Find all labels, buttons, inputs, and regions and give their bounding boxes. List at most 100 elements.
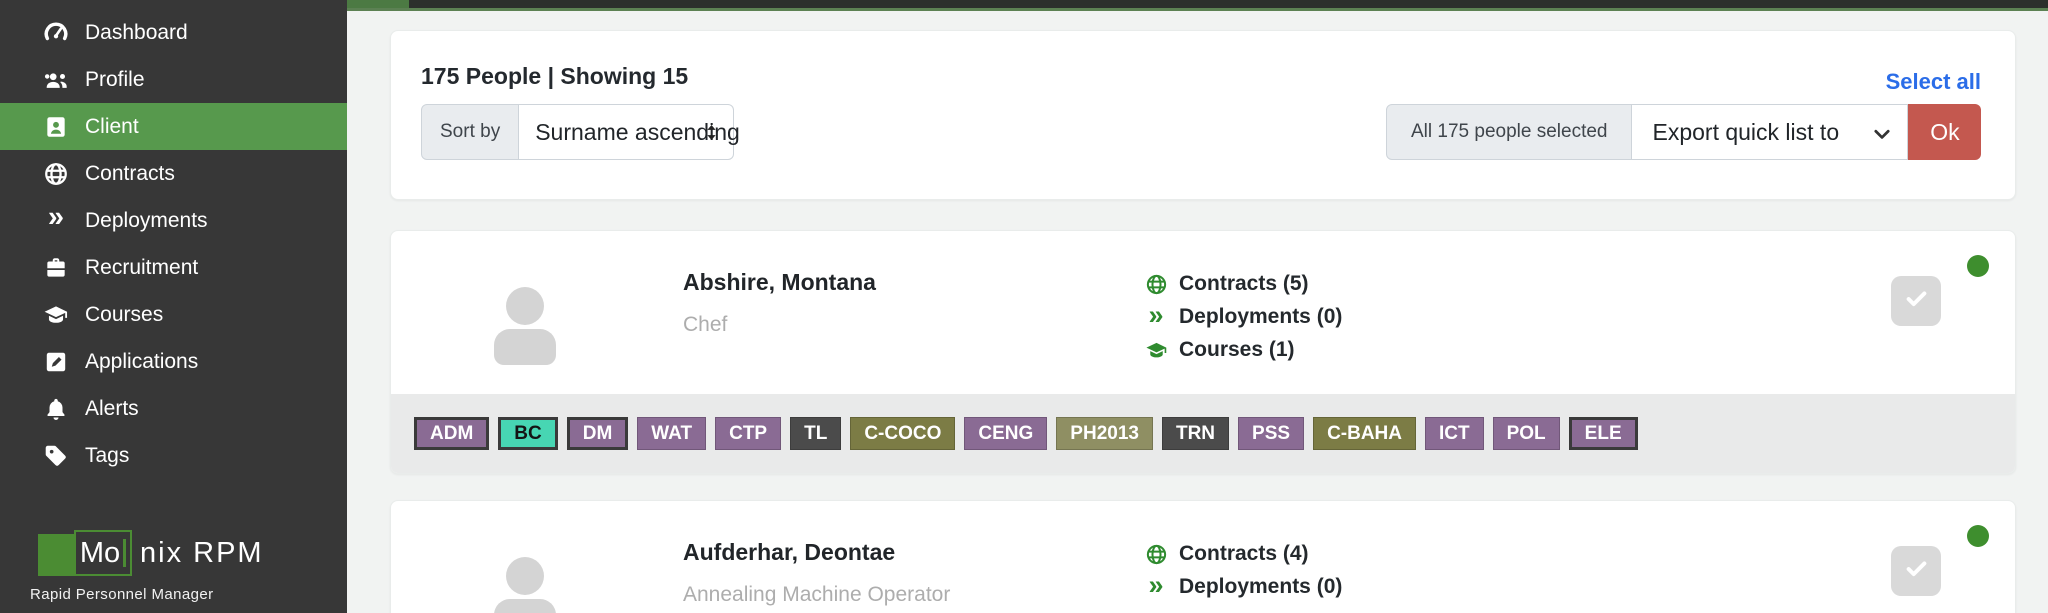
tag-ict[interactable]: ICT — [1425, 417, 1484, 450]
sidebar-item-label: Applications — [85, 349, 199, 373]
tag-dm[interactable]: DM — [566, 417, 629, 450]
tag-pol[interactable]: POL — [1492, 417, 1560, 450]
sidebar-item-client[interactable]: Client — [0, 103, 347, 150]
double-chevron-icon: » — [47, 201, 65, 233]
sort-select[interactable]: Surname ascending — [519, 104, 740, 160]
top-bar-active-segment — [347, 0, 409, 8]
people-list: Abshire, Montana Chef Contracts (5) » Deploy… — [390, 230, 2016, 613]
logo-text-mo: Mo — [79, 536, 121, 569]
sidebar-item-deployments[interactable]: » Deployments — [0, 197, 347, 244]
users-icon — [42, 67, 70, 93]
tag-pss[interactable]: PSS — [1238, 417, 1305, 450]
person-name: Abshire, Montana — [683, 269, 876, 295]
person-card: Abshire, Montana Chef Contracts (5) » Deploy… — [390, 230, 2016, 474]
sidebar-item-applications[interactable]: Applications — [0, 338, 347, 385]
avatar-torso — [494, 599, 556, 613]
logo-tagline: Rapid Personnel Manager — [30, 586, 214, 603]
avatar — [494, 283, 556, 365]
select-arrows-icon — [704, 123, 719, 142]
stat-row[interactable]: Courses (1) — [1143, 337, 1342, 363]
sidebar-item-label: Alerts — [85, 396, 139, 420]
graduation-cap-icon — [42, 302, 70, 328]
export-select-value: Export quick list to — [1652, 118, 1840, 145]
id-card-icon — [42, 114, 70, 140]
status-dot — [1967, 525, 1989, 547]
sidebar-item-recruitment[interactable]: Recruitment — [0, 244, 347, 291]
sort-select-value: Surname ascending — [535, 118, 740, 145]
stat-row[interactable]: Contracts (5) — [1143, 271, 1342, 297]
tag-ceng[interactable]: CENG — [964, 417, 1048, 450]
tag-ph2013[interactable]: PH2013 — [1056, 417, 1153, 450]
chevron-down-icon — [1871, 123, 1893, 145]
app-logo[interactable]: Mo nix RPM Rapid Personnel Manager — [30, 530, 320, 603]
sidebar-item-label: Dashboard — [85, 20, 188, 44]
ok-button[interactable]: Ok — [1908, 104, 1982, 160]
sidebar: Dashboard Profile Client Contracts » Deployme… — [0, 0, 347, 613]
sidebar-nav: Dashboard Profile Client Contracts » Deployme… — [0, 0, 347, 479]
stat-label: Contracts (4) — [1179, 542, 1309, 565]
stat-label: Deployments (0) — [1179, 305, 1343, 328]
select-all-link[interactable]: Select all — [1885, 69, 1981, 94]
person-card-body: Aufderhar, Deontae Annealing Machine Oper… — [391, 501, 2015, 613]
globe-icon — [42, 161, 70, 187]
sidebar-item-alerts[interactable]: Alerts — [0, 385, 347, 432]
sort-group: Sort by Surname ascending — [421, 104, 740, 160]
stat-label: Deployments (0) — [1179, 575, 1343, 598]
stat-label: Courses (1) — [1179, 338, 1295, 361]
graduation-cap-icon — [1143, 339, 1169, 362]
tag-tl[interactable]: TL — [790, 417, 842, 450]
sidebar-item-profile[interactable]: Profile — [0, 56, 347, 103]
check-icon — [1903, 555, 1930, 587]
avatar-head — [506, 557, 544, 595]
gauge-icon — [42, 20, 70, 46]
tag-icon — [42, 443, 70, 469]
briefcase-icon — [42, 255, 70, 281]
logo-mark: Mo nix RPM — [30, 530, 320, 578]
person-job-title: Annealing Machine Operator — [683, 583, 951, 606]
double-chevron-icon: » — [1148, 299, 1164, 330]
sidebar-item-label: Courses — [85, 302, 164, 326]
select-person-checkbox[interactable] — [1891, 546, 1941, 596]
stat-row[interactable]: » Deployments (0) — [1143, 299, 1343, 330]
tag-ctp[interactable]: CTP — [715, 417, 782, 450]
selection-count-label: All 175 people selected — [1386, 104, 1633, 160]
tag-bc[interactable]: BC — [498, 417, 558, 450]
tag-ele[interactable]: ELE — [1568, 417, 1638, 450]
sidebar-item-contracts[interactable]: Contracts — [0, 150, 347, 197]
sidebar-item-label: Deployments — [85, 208, 208, 232]
person-job-title: Chef — [683, 313, 728, 336]
sidebar-item-courses[interactable]: Courses — [0, 291, 347, 338]
export-group: All 175 people selected Export quick lis… — [1386, 104, 1982, 160]
stat-row[interactable]: Contracts (4) — [1143, 541, 1342, 567]
tag-adm[interactable]: ADM — [414, 417, 490, 450]
export-select[interactable]: Export quick list to — [1632, 104, 1909, 160]
results-count: 175 People | Showing 15 — [421, 63, 689, 89]
person-stats: Contracts (5) » Deployments (0) Courses (1) — [1143, 271, 1342, 363]
sort-by-label: Sort by — [421, 104, 520, 160]
sidebar-item-dashboard[interactable]: Dashboard — [0, 9, 347, 56]
sidebar-item-tags[interactable]: Tags — [0, 432, 347, 479]
person-card-body: Abshire, Montana Chef Contracts (5) » Deploy… — [391, 231, 2015, 394]
avatar-torso — [494, 329, 556, 365]
stat-label: Contracts (5) — [1179, 272, 1309, 295]
stat-row[interactable]: » Deployments (0) — [1143, 571, 1343, 600]
select-person-checkbox[interactable] — [1891, 276, 1941, 326]
tag-wat[interactable]: WAT — [637, 417, 707, 450]
person-stats: Contracts (4) » Deployments (0) — [1143, 541, 1342, 600]
check-icon — [1903, 285, 1930, 317]
main-content: 175 People | Showing 15 Select all Sort … — [347, 11, 2048, 613]
sidebar-item-label: Profile — [85, 67, 145, 91]
person-name: Aufderhar, Deontae — [683, 539, 896, 565]
tag-c-baha[interactable]: C-BAHA — [1313, 417, 1416, 450]
logo-text-rest: nix RPM — [140, 537, 264, 569]
logo-mo-box: Mo — [74, 530, 132, 576]
top-bar — [347, 0, 2048, 11]
sidebar-item-label: Tags — [85, 443, 130, 467]
globe-icon — [1143, 273, 1169, 296]
avatar-head — [506, 287, 544, 325]
tag-trn[interactable]: TRN — [1161, 417, 1230, 450]
tag-c-coco[interactable]: C-COCO — [850, 417, 956, 450]
person-card: Aufderhar, Deontae Annealing Machine Oper… — [390, 500, 2016, 613]
globe-icon — [1143, 543, 1169, 566]
bell-icon — [42, 396, 70, 422]
